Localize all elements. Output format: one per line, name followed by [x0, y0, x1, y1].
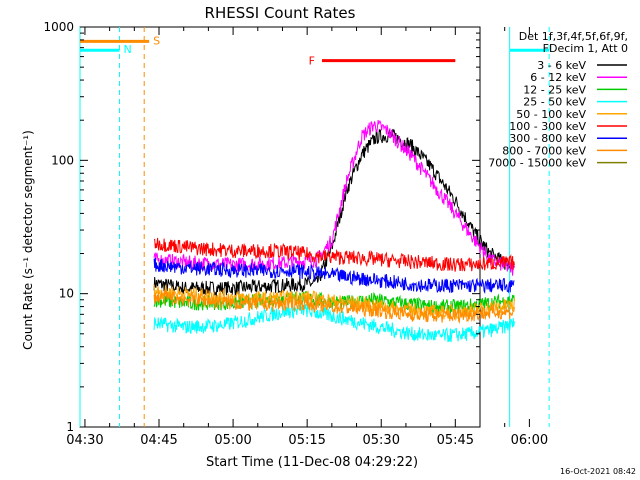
x-tick-label: 06:00 [511, 433, 548, 448]
x-tick-label: 04:30 [66, 433, 103, 448]
x-axis-label: Start Time (11-Dec-08 04:29:22) [206, 455, 418, 470]
x-tick-label: 04:45 [140, 433, 177, 448]
legend-entry-label: 50 - 100 keV [516, 108, 586, 121]
y-tick-label: 100 [51, 153, 74, 167]
annotation-label-f: F [309, 55, 315, 68]
x-tick-label: 05:00 [214, 433, 251, 448]
x-tick-label: 05:30 [363, 433, 400, 448]
legend-entry-label: 800 - 7000 keV [502, 144, 586, 157]
x-tick-label: 05:45 [437, 433, 474, 448]
annotation-label-s: S [153, 34, 160, 47]
legend-entry-label: 100 - 300 keV [509, 120, 586, 133]
series-line [153, 302, 515, 343]
y-tick-label: 1000 [43, 20, 74, 34]
legend-header-line-2: FDecim 1, Att 0 [543, 42, 628, 55]
legend: Det 1f,3f,4f,5f,6f,9f, FDecim 1, Att 0 3… [488, 30, 628, 170]
y-tick-label: 10 [59, 287, 74, 301]
chart-title: RHESSI Count Rates [205, 4, 356, 22]
legend-entry-label: 3 - 6 keV [537, 59, 586, 72]
legend-header-line-1: Det 1f,3f,4f,5f,6f,9f, [519, 30, 628, 43]
legend-entry-label: 12 - 25 keV [523, 83, 586, 96]
legend-entry-label: 25 - 50 keV [523, 96, 586, 109]
plot-frame [79, 26, 481, 428]
series-line [153, 257, 515, 294]
series-line [153, 290, 515, 316]
series-line [153, 237, 515, 272]
y-tick-label: 1 [66, 420, 74, 434]
legend-entry-label: 6 - 12 keV [530, 71, 586, 84]
legend-entry-label: 7000 - 15000 keV [488, 157, 586, 170]
legend-entry-label: 300 - 800 keV [509, 132, 586, 145]
annotation-label-n: N [124, 43, 132, 56]
x-tick-label: 05:15 [288, 433, 325, 448]
y-axis-label: Count Rate (s⁻¹ detector segment⁻¹) [21, 130, 35, 350]
series-line [153, 289, 515, 325]
footer-date: 16-Oct-2021 08:42 [560, 467, 636, 476]
